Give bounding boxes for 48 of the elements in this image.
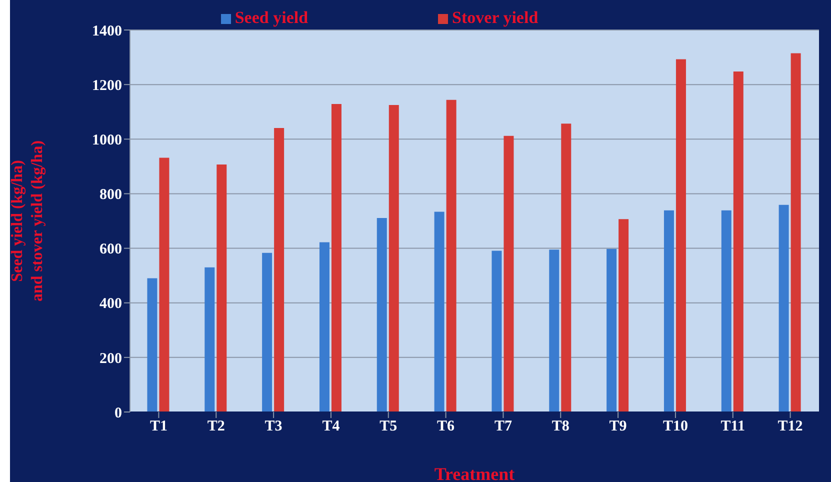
bar — [446, 100, 456, 412]
bar — [319, 242, 330, 412]
bar — [159, 158, 170, 412]
y-tick-label: 600 — [100, 242, 122, 258]
y-tick-label: 0 — [114, 405, 122, 422]
x-tick-label: T5 — [380, 418, 398, 435]
legend-label: Stover yield — [452, 8, 538, 27]
x-axis-title: Treatment — [434, 464, 515, 482]
y-tick-label: 400 — [100, 296, 122, 312]
bar — [664, 210, 674, 412]
bar — [216, 164, 227, 412]
x-tick-label: T9 — [609, 418, 627, 435]
bar — [733, 71, 744, 412]
bar — [504, 136, 514, 412]
bar — [790, 53, 801, 412]
bar — [434, 212, 444, 412]
y-tick-label: 800 — [100, 187, 122, 204]
x-tick-label: T8 — [552, 418, 570, 435]
y-axis-title: Seed yield (kg/ha) and stover yield (kg/ha) — [9, 140, 46, 302]
bar — [676, 59, 686, 412]
legend-label: Seed yield — [234, 8, 308, 27]
bar — [331, 104, 342, 412]
y-tick-label: 1000 — [92, 132, 122, 148]
x-tick-label: T10 — [662, 418, 688, 435]
bar — [492, 250, 502, 412]
x-tick-label: T11 — [720, 418, 745, 435]
bar — [204, 267, 215, 412]
x-tick-label: T3 — [264, 418, 282, 435]
bar — [606, 248, 617, 412]
bar — [549, 250, 560, 412]
y-tick-label: 1400 — [92, 23, 122, 40]
x-tick-label: T4 — [322, 418, 340, 435]
bar — [274, 128, 284, 412]
y-tick-label: 200 — [100, 350, 122, 367]
x-tick-label: T7 — [494, 418, 512, 435]
bar — [376, 218, 387, 412]
bar — [561, 124, 572, 412]
x-tick-label: T2 — [207, 418, 225, 435]
bar — [618, 219, 629, 412]
x-tick-label: T6 — [437, 418, 456, 435]
bar — [388, 105, 399, 412]
y-tick-label: 1200 — [92, 78, 122, 94]
bar — [778, 204, 789, 412]
x-tick-label: T1 — [150, 418, 168, 435]
bar — [147, 278, 158, 412]
bar — [262, 252, 272, 412]
x-tick-label: T12 — [778, 418, 803, 435]
bar — [721, 210, 732, 412]
